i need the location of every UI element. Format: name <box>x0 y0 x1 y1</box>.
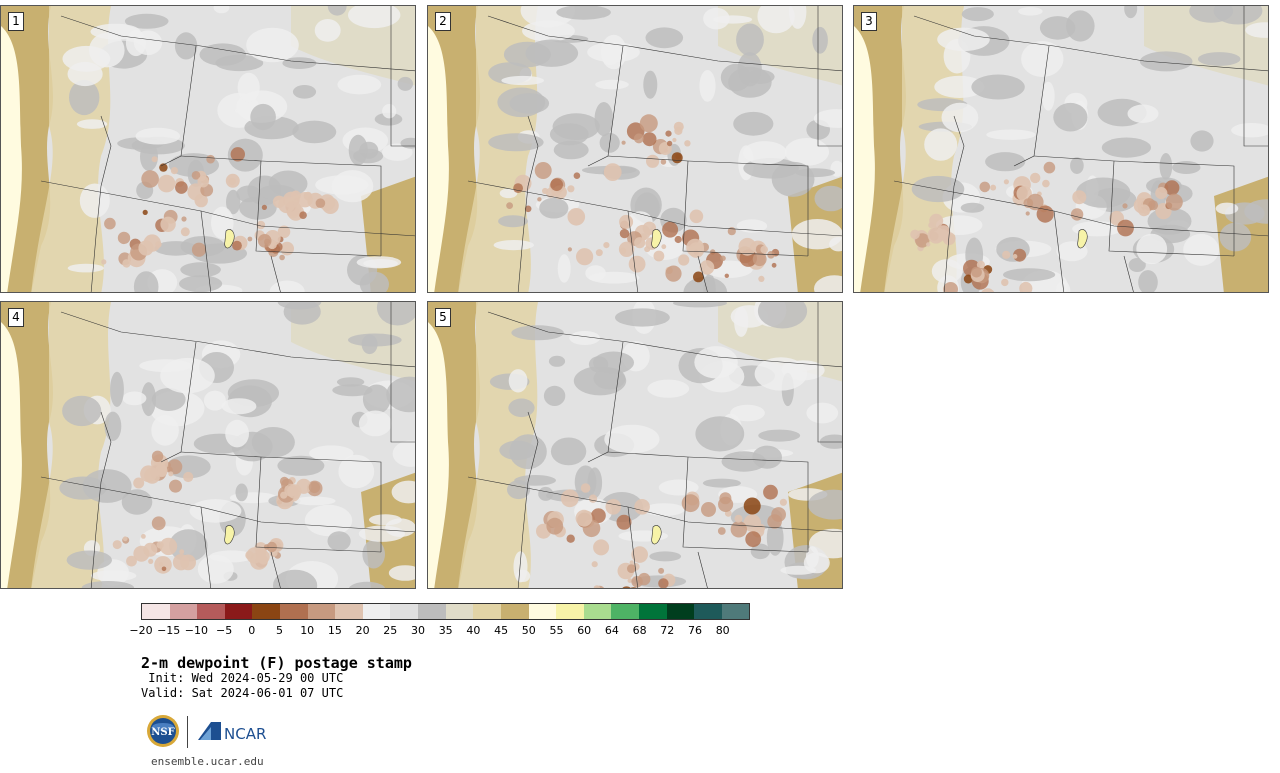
panel-number-5: 5 <box>435 308 451 327</box>
colorbar-swatch-12 <box>473 604 501 619</box>
colorbar-swatch-16 <box>583 604 612 619</box>
colorbar-swatch-9 <box>390 604 419 619</box>
colorbar-swatch-10 <box>418 604 446 619</box>
colorbar-tick-label: 55 <box>549 624 564 637</box>
map-panel-4: 4 <box>0 301 416 589</box>
dewpoint-map-3 <box>854 6 1268 292</box>
colorbar-swatch-13 <box>500 604 529 619</box>
colorbar-swatch-20 <box>694 604 722 619</box>
colorbar-swatch-15 <box>556 604 584 619</box>
colorbar-tick-label: 68 <box>632 624 647 637</box>
colorbar-swatch-21 <box>721 604 750 619</box>
ncar-logo-icon: NCAR <box>198 722 266 743</box>
colorbar-tick-label: 40 <box>466 624 481 637</box>
colorbar-tick-label: 20 <box>355 624 370 637</box>
dewpoint-map-4 <box>1 302 415 588</box>
colorbar-tick-label: −10 <box>184 624 208 637</box>
colorbar-tick-label: 64 <box>604 624 619 637</box>
panel-number-4: 4 <box>8 308 24 327</box>
colorbar-tick-label: 10 <box>300 624 315 637</box>
panel-number-1: 1 <box>8 12 24 31</box>
dewpoint-map-5 <box>428 302 842 588</box>
colorbar-tick-label: 5 <box>276 624 283 637</box>
colorbar-ticks: −20 −15 −10 −5 0 5 10 15 20 25 30 35 40 45 50 55 60 64 68 7… <box>129 624 761 640</box>
colorbar-swatch-19 <box>666 604 695 619</box>
colorbar-swatch-18 <box>638 604 667 619</box>
map-panel-5: 5 <box>427 301 843 589</box>
colorbar-swatch-2 <box>197 604 225 619</box>
colorbar-tick-label: 35 <box>438 624 453 637</box>
nsf-logo-icon: NSF <box>147 715 179 747</box>
colorbar-tick-label: 60 <box>577 624 592 637</box>
map-panel-3: 3 <box>853 5 1269 293</box>
panel-number-3: 3 <box>861 12 877 31</box>
colorbar-tick-label: 72 <box>660 624 675 637</box>
website-url: ensemble.ucar.edu <box>151 755 264 768</box>
colorbar-swatch-6 <box>307 604 336 619</box>
colorbar-tick-label: −15 <box>157 624 181 637</box>
colorbar-swatch-8 <box>362 604 391 619</box>
colorbar-swatch-0 <box>142 604 170 619</box>
colorbar <box>141 603 751 620</box>
logo-divider <box>187 716 188 748</box>
ncar-logo-text: NCAR <box>224 725 266 743</box>
colorbar-swatch-3 <box>224 604 253 619</box>
colorbar-swatch-4 <box>252 604 281 619</box>
colorbar-swatch-7 <box>335 604 363 619</box>
dewpoint-map-1 <box>1 6 415 292</box>
colorbar-tick-label: 80 <box>715 624 730 637</box>
map-panel-2: 2 <box>427 5 843 293</box>
colorbar-tick-label: 0 <box>248 624 256 637</box>
colorbar-tick-label: 76 <box>688 624 702 637</box>
colorbar-tick-label: −20 <box>129 624 153 637</box>
colorbar-tick-label: 15 <box>327 624 342 637</box>
colorbar-swatch-5 <box>280 604 308 619</box>
colorbar-tick-label: 25 <box>383 624 398 637</box>
valid-time: Valid: Sat 2024-06-01 07 UTC <box>141 686 344 700</box>
colorbar-swatch-11 <box>445 604 474 619</box>
colorbar-tick-label: −5 <box>215 624 233 637</box>
colorbar-swatch-1 <box>169 604 198 619</box>
product-title: 2-m dewpoint (F) postage stamp <box>141 654 412 672</box>
colorbar-tick-label: 50 <box>521 624 536 637</box>
dewpoint-map-2 <box>428 6 842 292</box>
nsf-logo-text: NSF <box>151 727 174 738</box>
map-panel-1: 1 <box>0 5 416 293</box>
panel-number-2: 2 <box>435 12 451 31</box>
init-time: Init: Wed 2024-05-29 00 UTC <box>141 671 344 685</box>
colorbar-swatch-14 <box>528 604 557 619</box>
colorbar-swatch-17 <box>611 604 639 619</box>
colorbar-tick-label: 30 <box>411 624 425 637</box>
colorbar-tick-label: 45 <box>494 624 509 637</box>
